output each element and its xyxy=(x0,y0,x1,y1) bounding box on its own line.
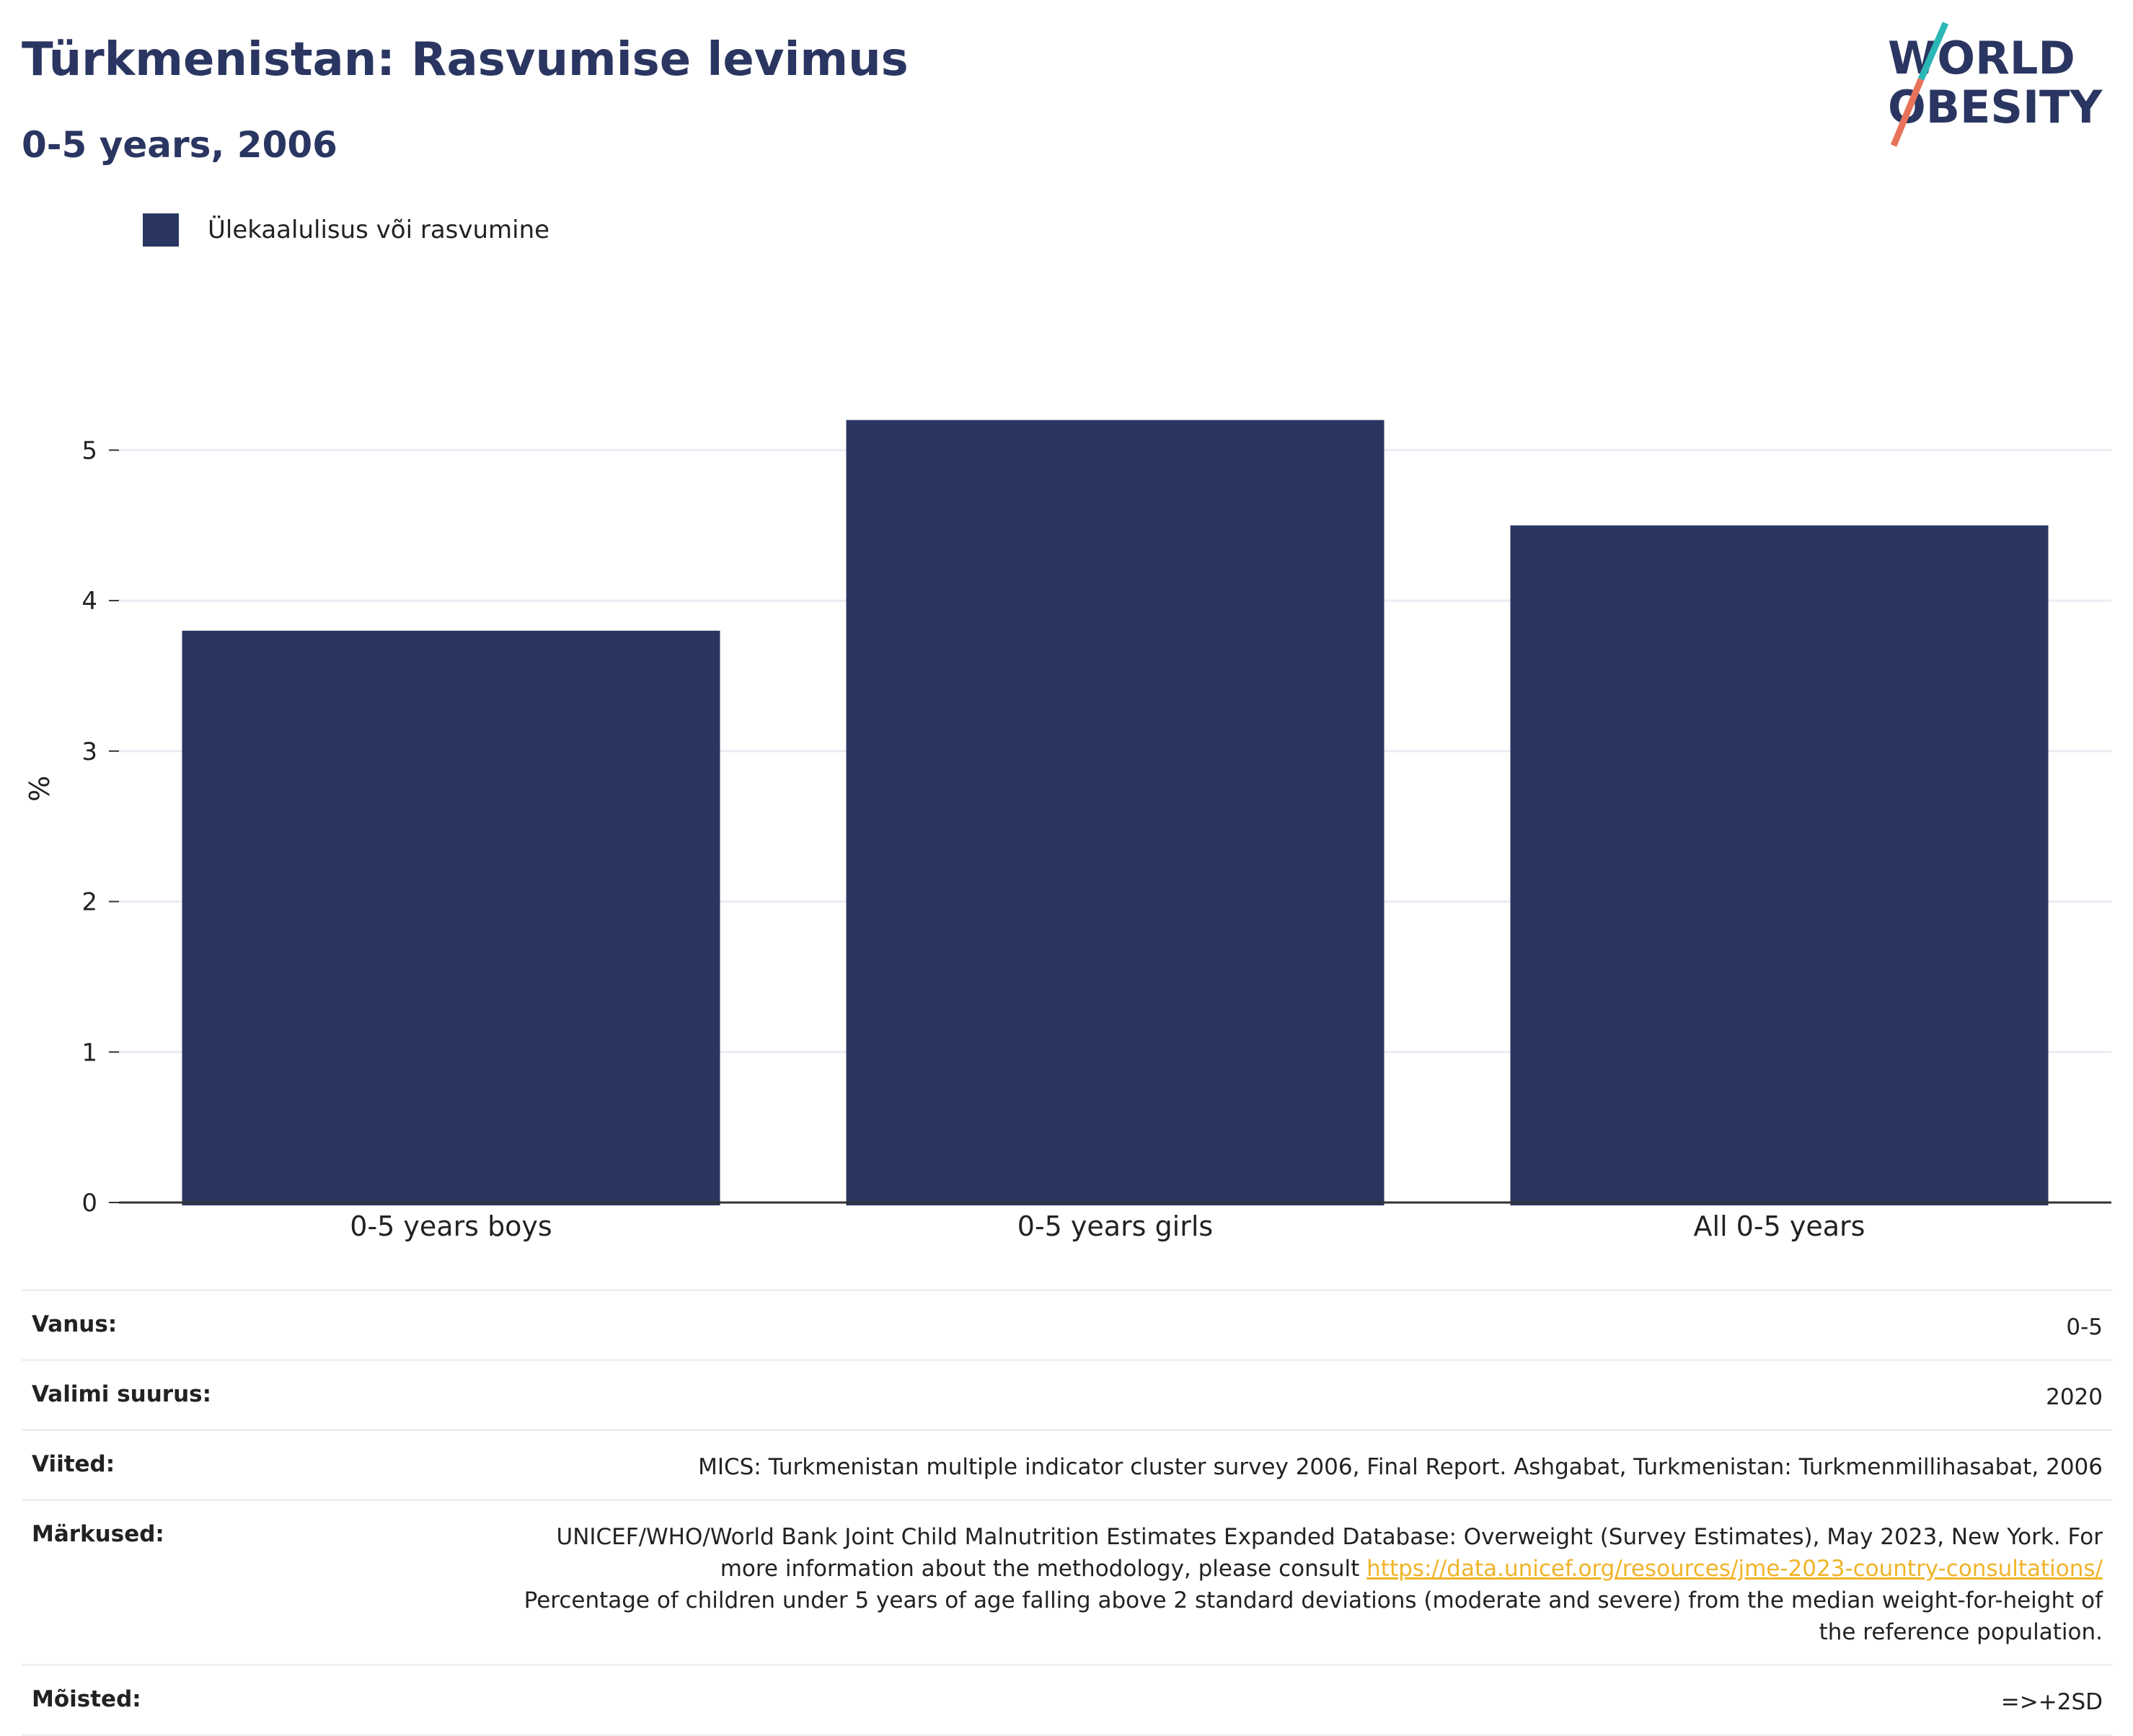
bar-2 xyxy=(846,420,1385,1205)
age-value: 0-5 xyxy=(2066,1314,2103,1340)
info-row-notes: Märkused: UNICEF/WHO/World Bank Joint Ch… xyxy=(22,1499,2113,1664)
info-table: Vanus: 0-5 Valimi suurus: 2020 Viited: M… xyxy=(22,1289,2113,1736)
x-tick-label: 0-5 years girls xyxy=(1017,1210,1213,1242)
definitions-label: Mõisted: xyxy=(32,1686,141,1712)
y-tick-label: 0 xyxy=(81,1189,97,1218)
methodology-link[interactable]: https://data.unicef.org/resources/jme-20… xyxy=(1366,1556,2103,1582)
y-tick-label: 4 xyxy=(81,587,97,616)
y-tick-label: 2 xyxy=(81,888,97,917)
legend-label: Ülekaalulisus või rasvumine xyxy=(208,216,550,244)
info-row-age: Vanus: 0-5 xyxy=(22,1289,2113,1359)
bar-chart: 0 1 2 3 4 5 0-5 years boys 0-5 years girls All 0… xyxy=(24,420,2111,1242)
bars xyxy=(182,420,2049,1205)
notes-definition-text: Percentage of children under 5 years of … xyxy=(524,1587,2103,1645)
info-row-references: Viited: MICS: Turkmenistan multiple indi… xyxy=(22,1429,2113,1499)
notes-value: UNICEF/WHO/World Bank Joint Child Malnut… xyxy=(516,1521,2103,1648)
notes-text: UNICEF/WHO/World Bank Joint Child Malnut… xyxy=(556,1524,2103,1582)
chart-title: Türkmenistan: Rasvumise levimus xyxy=(22,33,909,87)
logo-slash-coral xyxy=(1890,78,1925,147)
sample-size-label: Valimi suurus: xyxy=(32,1381,211,1407)
y-tick-label: 3 xyxy=(81,738,97,766)
chart-subtitle: 0-5 years, 2006 xyxy=(22,124,337,166)
references-label: Viited: xyxy=(32,1451,115,1477)
axes: 0 1 2 3 4 5 0-5 years boys 0-5 years girls All 0… xyxy=(24,436,2111,1242)
y-axis-label: % xyxy=(24,776,56,802)
logo-slash-teal xyxy=(1917,22,1949,81)
world-obesity-logo: WORLD OBESITY xyxy=(1888,22,2103,147)
bar-3 xyxy=(1510,525,2049,1205)
references-value: MICS: Turkmenistan multiple indicator cl… xyxy=(698,1454,2103,1480)
x-tick-label: 0-5 years boys xyxy=(350,1210,552,1242)
legend: Ülekaalulisus või rasvumine xyxy=(143,213,549,247)
info-row-definitions: Mõisted: =>+2SD xyxy=(22,1664,2113,1736)
logo-line2: OBESITY xyxy=(1888,81,2103,133)
y-tick-label: 5 xyxy=(81,436,97,465)
sample-size-value: 2020 xyxy=(2046,1384,2103,1410)
legend-swatch xyxy=(143,213,179,247)
bar-1 xyxy=(182,630,720,1205)
info-row-sample: Valimi suurus: 2020 xyxy=(22,1359,2113,1429)
notes-label: Märkused: xyxy=(32,1521,164,1547)
x-tick-label: All 0-5 years xyxy=(1694,1210,1865,1242)
logo-line1: WORLD xyxy=(1888,32,2075,84)
age-label: Vanus: xyxy=(32,1311,118,1337)
y-tick-label: 1 xyxy=(81,1038,97,1067)
definitions-value: =>+2SD xyxy=(2000,1689,2103,1715)
